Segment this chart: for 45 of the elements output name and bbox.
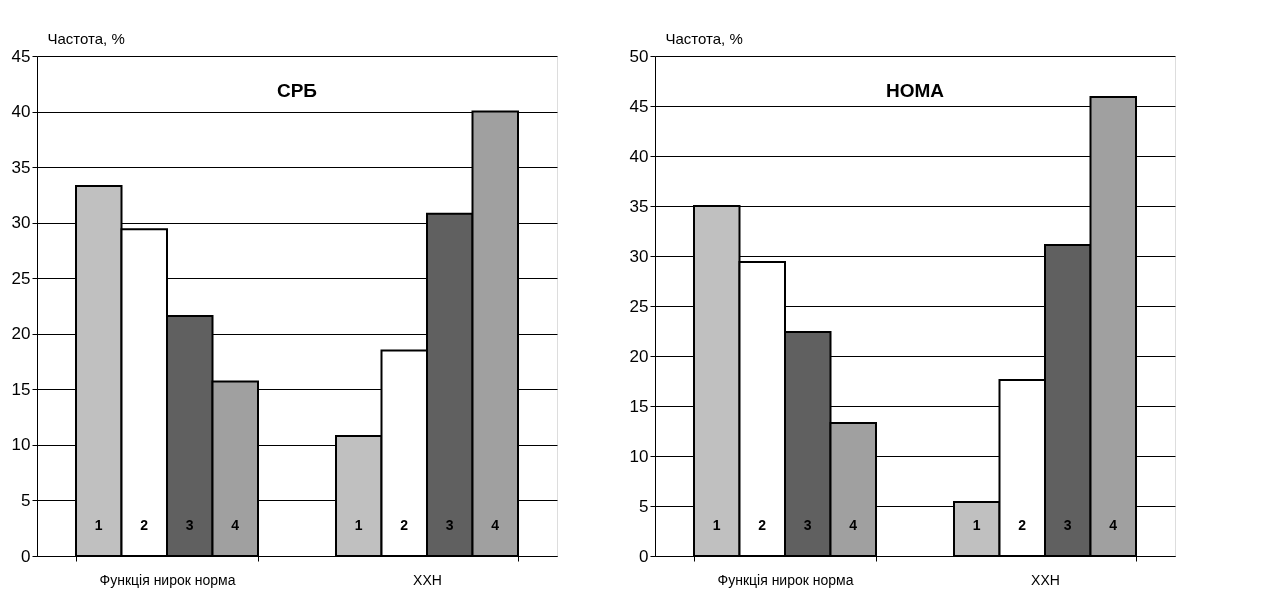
text: 3 xyxy=(803,517,812,533)
y-tick-label: 35 xyxy=(11,157,31,177)
text: 4 xyxy=(849,517,858,533)
text: 1 xyxy=(354,517,363,533)
series-label: 4 xyxy=(231,517,240,533)
y-tick-label: 5 xyxy=(639,496,649,516)
x-tick-label: ХХН xyxy=(413,571,442,588)
text: НОМА xyxy=(885,80,945,101)
y-tick-label: 50 xyxy=(629,46,649,66)
text: СРБ xyxy=(276,80,318,101)
y-axis-title: Частота, % xyxy=(665,29,743,47)
y-tick-label: 10 xyxy=(11,435,31,455)
y-axis-title: Частота, % xyxy=(47,29,125,47)
y-tick-label: 20 xyxy=(629,346,649,366)
text: 2 xyxy=(400,517,409,533)
y-tick-label: 25 xyxy=(629,296,649,316)
y-tick-label: 40 xyxy=(11,102,31,122)
series-label: 1 xyxy=(94,517,103,533)
y-tick-label: 20 xyxy=(11,324,31,344)
y-tick-label: 45 xyxy=(11,46,31,66)
series-label: 2 xyxy=(140,517,149,533)
series-label: 3 xyxy=(185,517,194,533)
series-label: 3 xyxy=(1063,517,1072,533)
y-tick-label: 5 xyxy=(21,490,31,510)
y-tick-label: 35 xyxy=(629,196,649,216)
y-tick-label: 15 xyxy=(11,379,31,399)
y-tick-label: 25 xyxy=(11,268,31,288)
x-tick-label: Функція нирок норма xyxy=(717,571,854,588)
text: 1 xyxy=(712,517,721,533)
x-tick-label: ХХН xyxy=(1031,571,1060,588)
series-label: 1 xyxy=(972,517,981,533)
y-tick-label: 10 xyxy=(629,446,649,466)
y-tick-label: 0 xyxy=(639,546,649,566)
y-tick-label: 30 xyxy=(11,213,31,233)
y-tick-label: 40 xyxy=(629,146,649,166)
y-tick-label: 30 xyxy=(629,246,649,266)
series-label: 4 xyxy=(1109,517,1118,533)
y-tick-label: 45 xyxy=(629,96,649,116)
y-tick-label: 15 xyxy=(629,396,649,416)
text: 2 xyxy=(758,517,767,533)
text: 3 xyxy=(445,517,454,533)
y-tick-label: 0 xyxy=(21,546,31,566)
x-tick-label: Функція нирок норма xyxy=(99,571,236,588)
series-label: 2 xyxy=(1018,517,1027,533)
text: 4 xyxy=(491,517,500,533)
